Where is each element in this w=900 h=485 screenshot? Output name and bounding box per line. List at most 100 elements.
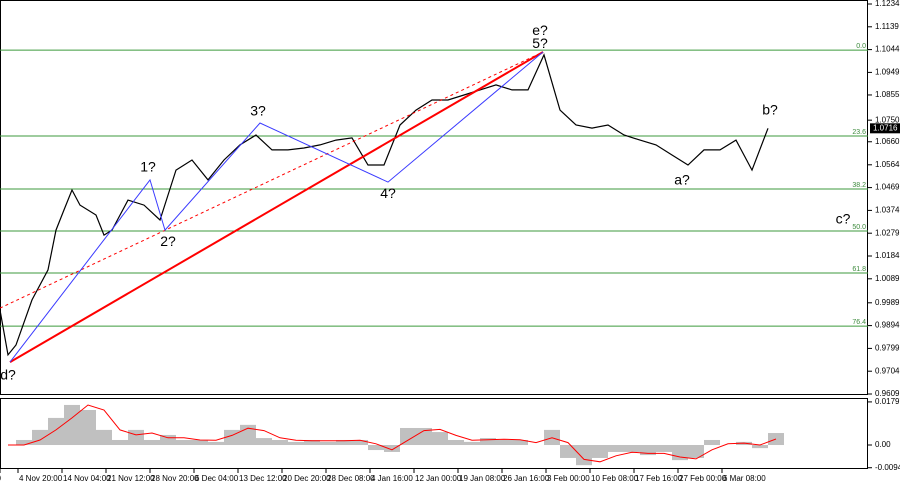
last-price-label: 1.0716 xyxy=(873,123,898,132)
y-tick-label: 1.0184 xyxy=(875,251,900,260)
y-tick-label: 1.1139 xyxy=(875,22,899,31)
x-tick-label: 26 Jan 16:00 xyxy=(503,474,550,483)
fib-label: 50.0 xyxy=(852,224,866,231)
histogram-bar xyxy=(32,429,48,446)
histogram-bar xyxy=(80,409,96,446)
wave-label: b? xyxy=(762,102,778,118)
fib-label: 0.0 xyxy=(856,43,866,50)
histogram-bar xyxy=(416,427,432,446)
y-tick-label: 1.1234 xyxy=(875,0,900,8)
histogram-bar xyxy=(704,439,720,446)
y-tick-label: 0.9989 xyxy=(875,298,900,307)
x-tick-label: 6 Dec 04:00 xyxy=(195,474,239,483)
wave-label: a? xyxy=(674,172,690,188)
wave-line xyxy=(9,51,544,363)
y-tick-label: 1.0279 xyxy=(875,228,900,237)
histogram-bar xyxy=(64,404,80,446)
histogram-bar xyxy=(688,445,704,458)
y-tick-label: 1.0089 xyxy=(875,274,900,283)
price-line xyxy=(0,53,769,357)
x-tick-label: 20 Dec 20:00 xyxy=(283,474,331,483)
wave-line xyxy=(9,51,544,363)
histogram-bar xyxy=(432,432,448,446)
y-tick-label: 0.01797 xyxy=(875,397,900,406)
wave-label: c? xyxy=(836,211,851,227)
histogram-bar xyxy=(640,445,656,456)
signal-line xyxy=(8,404,777,463)
wave-label: 1? xyxy=(140,159,156,175)
histogram-bar xyxy=(288,441,304,446)
fib-label: 38.2 xyxy=(852,182,866,189)
histogram-bar xyxy=(304,439,320,446)
histogram-bar xyxy=(320,441,336,446)
histogram-bar xyxy=(352,439,368,446)
histogram-bar xyxy=(496,439,512,446)
y-tick-label: 1.0469 xyxy=(875,183,900,192)
x-tick-label: 28 Dec 08:00 xyxy=(327,474,375,483)
wave-line xyxy=(0,51,544,309)
y-tick-label: 0.9894 xyxy=(875,321,900,330)
x-tick-label: 10 Feb 08:00 xyxy=(591,474,639,483)
y-tick-label: 1.1044 xyxy=(875,45,900,54)
histogram-bar xyxy=(448,439,464,446)
main-frame xyxy=(0,0,868,395)
y-tick-label: 1.0949 xyxy=(875,68,900,77)
x-tick-label: 19 Jan 08:00 xyxy=(459,474,506,483)
y-tick-label: 0.9609 xyxy=(875,389,900,398)
histogram-bar xyxy=(176,439,192,446)
x-tick-label: 12 Jan 00:00 xyxy=(415,474,462,483)
x-tick-label: 4 Nov 20:00 xyxy=(19,474,63,483)
histogram-bar xyxy=(752,445,768,449)
x-tick-label: 2:00 xyxy=(0,474,2,483)
x-tick-label: 3 Feb 00:00 xyxy=(547,474,590,483)
histogram-bar xyxy=(480,438,496,446)
histogram-bar xyxy=(48,417,64,446)
histogram-bar xyxy=(400,427,416,446)
x-tick-label: 17 Feb 16:00 xyxy=(635,474,683,483)
wave-label: 2? xyxy=(160,233,176,249)
x-tick-label: 4 Jan 16:00 xyxy=(371,474,413,483)
wave-label: 5? xyxy=(532,35,548,51)
histogram-bar xyxy=(256,438,272,446)
y-tick-label: 1.0660 xyxy=(875,137,900,146)
wave-label: d? xyxy=(0,367,16,383)
histogram-bar xyxy=(128,429,144,446)
x-tick-label: 6 Mar 08:00 xyxy=(723,474,766,483)
histogram-bar xyxy=(96,429,112,446)
histogram-bar xyxy=(272,439,288,446)
fib-label: 23.6 xyxy=(852,129,866,136)
histogram-bar xyxy=(576,445,592,466)
histogram-bar xyxy=(144,439,160,446)
histogram-bar xyxy=(560,445,576,458)
y-tick-label: 0.9799 xyxy=(875,344,900,353)
histogram-bar xyxy=(608,445,624,452)
histogram-bar xyxy=(512,439,528,446)
wave-label: 3? xyxy=(250,103,266,119)
y-tick-label: 1.0564 xyxy=(875,160,900,169)
histogram-bar xyxy=(464,441,480,446)
histogram-bar xyxy=(16,439,32,446)
wave-label: e? xyxy=(532,22,548,38)
x-tick-label: 13 Dec 12:00 xyxy=(239,474,287,483)
histogram-bar xyxy=(592,445,608,458)
y-tick-label: 1.0750 xyxy=(875,115,900,124)
x-tick-label: 21 Nov 12:00 xyxy=(107,474,155,483)
histogram-bar xyxy=(160,434,176,446)
y-tick-label: 1.0374 xyxy=(875,206,900,215)
y-tick-label: 0.9704 xyxy=(875,366,900,375)
histogram-bar xyxy=(368,445,384,451)
wave-label: 4? xyxy=(380,185,396,201)
histogram-bar xyxy=(192,439,208,446)
histogram-bar xyxy=(384,445,400,452)
x-tick-label: 27 Feb 00:00 xyxy=(679,474,727,483)
fib-label: 76.4 xyxy=(852,319,866,326)
last-price-box xyxy=(870,123,900,134)
histogram-bar xyxy=(112,439,128,446)
x-tick-label: 14 Nov 04:00 xyxy=(63,474,111,483)
histogram-bar xyxy=(624,445,640,452)
fib-label: 61.8 xyxy=(852,266,866,273)
x-tick-label: 28 Nov 20:00 xyxy=(151,474,199,483)
histogram-bar xyxy=(336,439,352,446)
y-tick-label: 0.00 xyxy=(875,440,891,449)
